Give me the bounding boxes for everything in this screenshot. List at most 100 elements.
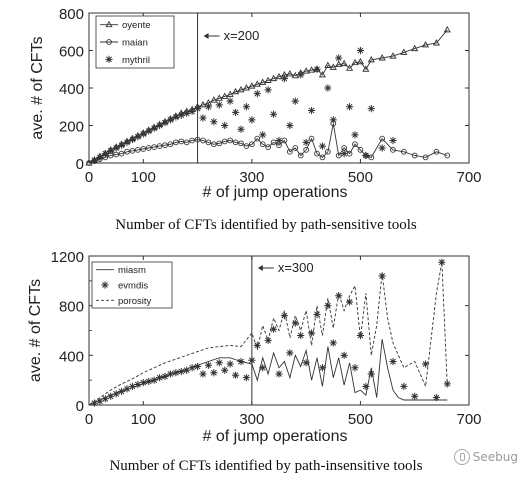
mythril-point — [345, 103, 354, 111]
oyente-point — [362, 65, 370, 72]
maian-point — [156, 143, 163, 149]
mythril-point — [297, 71, 305, 79]
oyente-point — [378, 54, 386, 61]
mythril-point — [259, 131, 267, 139]
maian-point — [113, 151, 119, 158]
y-axis-label-1: ave. # of CFTs — [29, 36, 46, 139]
oyente-point — [221, 92, 229, 99]
oyente-point — [270, 74, 278, 82]
maian-point — [86, 160, 92, 166]
evmdis-point — [421, 360, 430, 368]
evmdis-point — [367, 370, 375, 378]
maian-line — [88, 123, 448, 164]
mythril-point — [340, 150, 348, 158]
y-tick-label: 0 — [76, 398, 84, 415]
evmdis-point — [438, 258, 446, 266]
mythril-point — [204, 103, 213, 111]
evmdis-point — [123, 385, 131, 393]
evmdis-point — [286, 349, 294, 357]
oyente-point — [286, 70, 294, 77]
legend-label-miasm: miasm — [118, 265, 146, 276]
x-tick-label: 0 — [85, 411, 93, 428]
evmdis-point — [389, 357, 397, 366]
maian-point — [211, 141, 217, 148]
mythril-point — [90, 156, 99, 164]
evmdis-point — [155, 374, 164, 382]
maian-point — [368, 154, 375, 161]
mythril-point — [183, 109, 191, 117]
oyente-point — [237, 85, 245, 93]
evmdis-point — [400, 382, 408, 390]
evmdis-point — [324, 302, 332, 310]
maian-point — [189, 137, 195, 144]
series-mythril — [90, 46, 397, 164]
maian-point — [151, 144, 157, 150]
maian-point — [221, 138, 228, 145]
maian-point — [162, 142, 168, 149]
oyente-point — [432, 39, 440, 46]
mythril-point — [150, 124, 158, 132]
mythril-point — [356, 46, 365, 55]
maian-point — [297, 152, 304, 159]
oyente-point — [346, 64, 354, 71]
maian-point — [145, 145, 152, 151]
evmdis-point — [242, 374, 251, 382]
maian-point — [411, 152, 418, 159]
oyente-point — [226, 90, 234, 98]
maian-point — [390, 147, 396, 153]
y-axis-label-2: ave. # of CFTs — [27, 279, 44, 382]
maian-point — [401, 148, 407, 155]
x-tick-label: 700 — [456, 411, 481, 428]
y-tick-label: 800 — [59, 6, 84, 23]
mythril-point — [280, 75, 289, 83]
x-tick-label: 500 — [348, 169, 373, 186]
evmdis-point — [172, 369, 180, 377]
oyente-point — [253, 80, 261, 87]
mythril-point — [367, 105, 375, 113]
maian-point — [129, 147, 136, 154]
evmdis-point — [117, 387, 126, 395]
maian-point — [319, 154, 326, 161]
evmdis-point — [291, 319, 299, 327]
maian-point — [335, 152, 342, 159]
oyente-point — [259, 78, 267, 85]
series-evmdis — [90, 258, 451, 407]
evmdis-point — [204, 361, 213, 369]
maian-point — [216, 140, 223, 147]
evmdis-point — [297, 331, 305, 340]
mythril-point — [139, 130, 147, 138]
legend-label-evmdis: evmdis — [118, 281, 148, 292]
evmdis-point — [345, 298, 354, 306]
mythril-point — [307, 106, 316, 115]
maian-point — [314, 150, 320, 157]
evmdis-point — [101, 395, 109, 403]
oyente-point — [340, 59, 348, 67]
oyente-point — [422, 40, 430, 48]
mythril-point — [389, 136, 397, 145]
maian-point — [205, 139, 212, 146]
mythril-point — [237, 125, 245, 133]
mythril-point — [101, 150, 109, 158]
maian-point — [118, 150, 125, 157]
evmdis-point — [161, 372, 169, 381]
annotation-arrow-head — [203, 33, 209, 39]
evmdis-point — [188, 364, 196, 372]
maian-point — [183, 139, 190, 146]
mythril-point — [324, 84, 332, 92]
y-tick-label: 600 — [59, 44, 84, 61]
evmdis-point — [166, 370, 175, 378]
evmdis-point — [351, 364, 359, 372]
evmdis-point — [378, 272, 386, 280]
mythril-point — [362, 151, 370, 160]
evmdis-point — [210, 369, 218, 377]
mythril-point — [112, 144, 120, 152]
mythril-point — [134, 133, 142, 141]
oyente-point — [291, 71, 299, 79]
oyente-point — [335, 60, 343, 68]
oyente-point — [389, 52, 397, 59]
oyente-point — [242, 84, 250, 91]
x-tick-label: 500 — [348, 411, 373, 428]
oyente-point — [215, 94, 223, 101]
chart-1: 0 100 300 500 700 0 200 400 600 800 # of jump oper… — [29, 6, 482, 201]
mythril-point — [145, 127, 153, 135]
